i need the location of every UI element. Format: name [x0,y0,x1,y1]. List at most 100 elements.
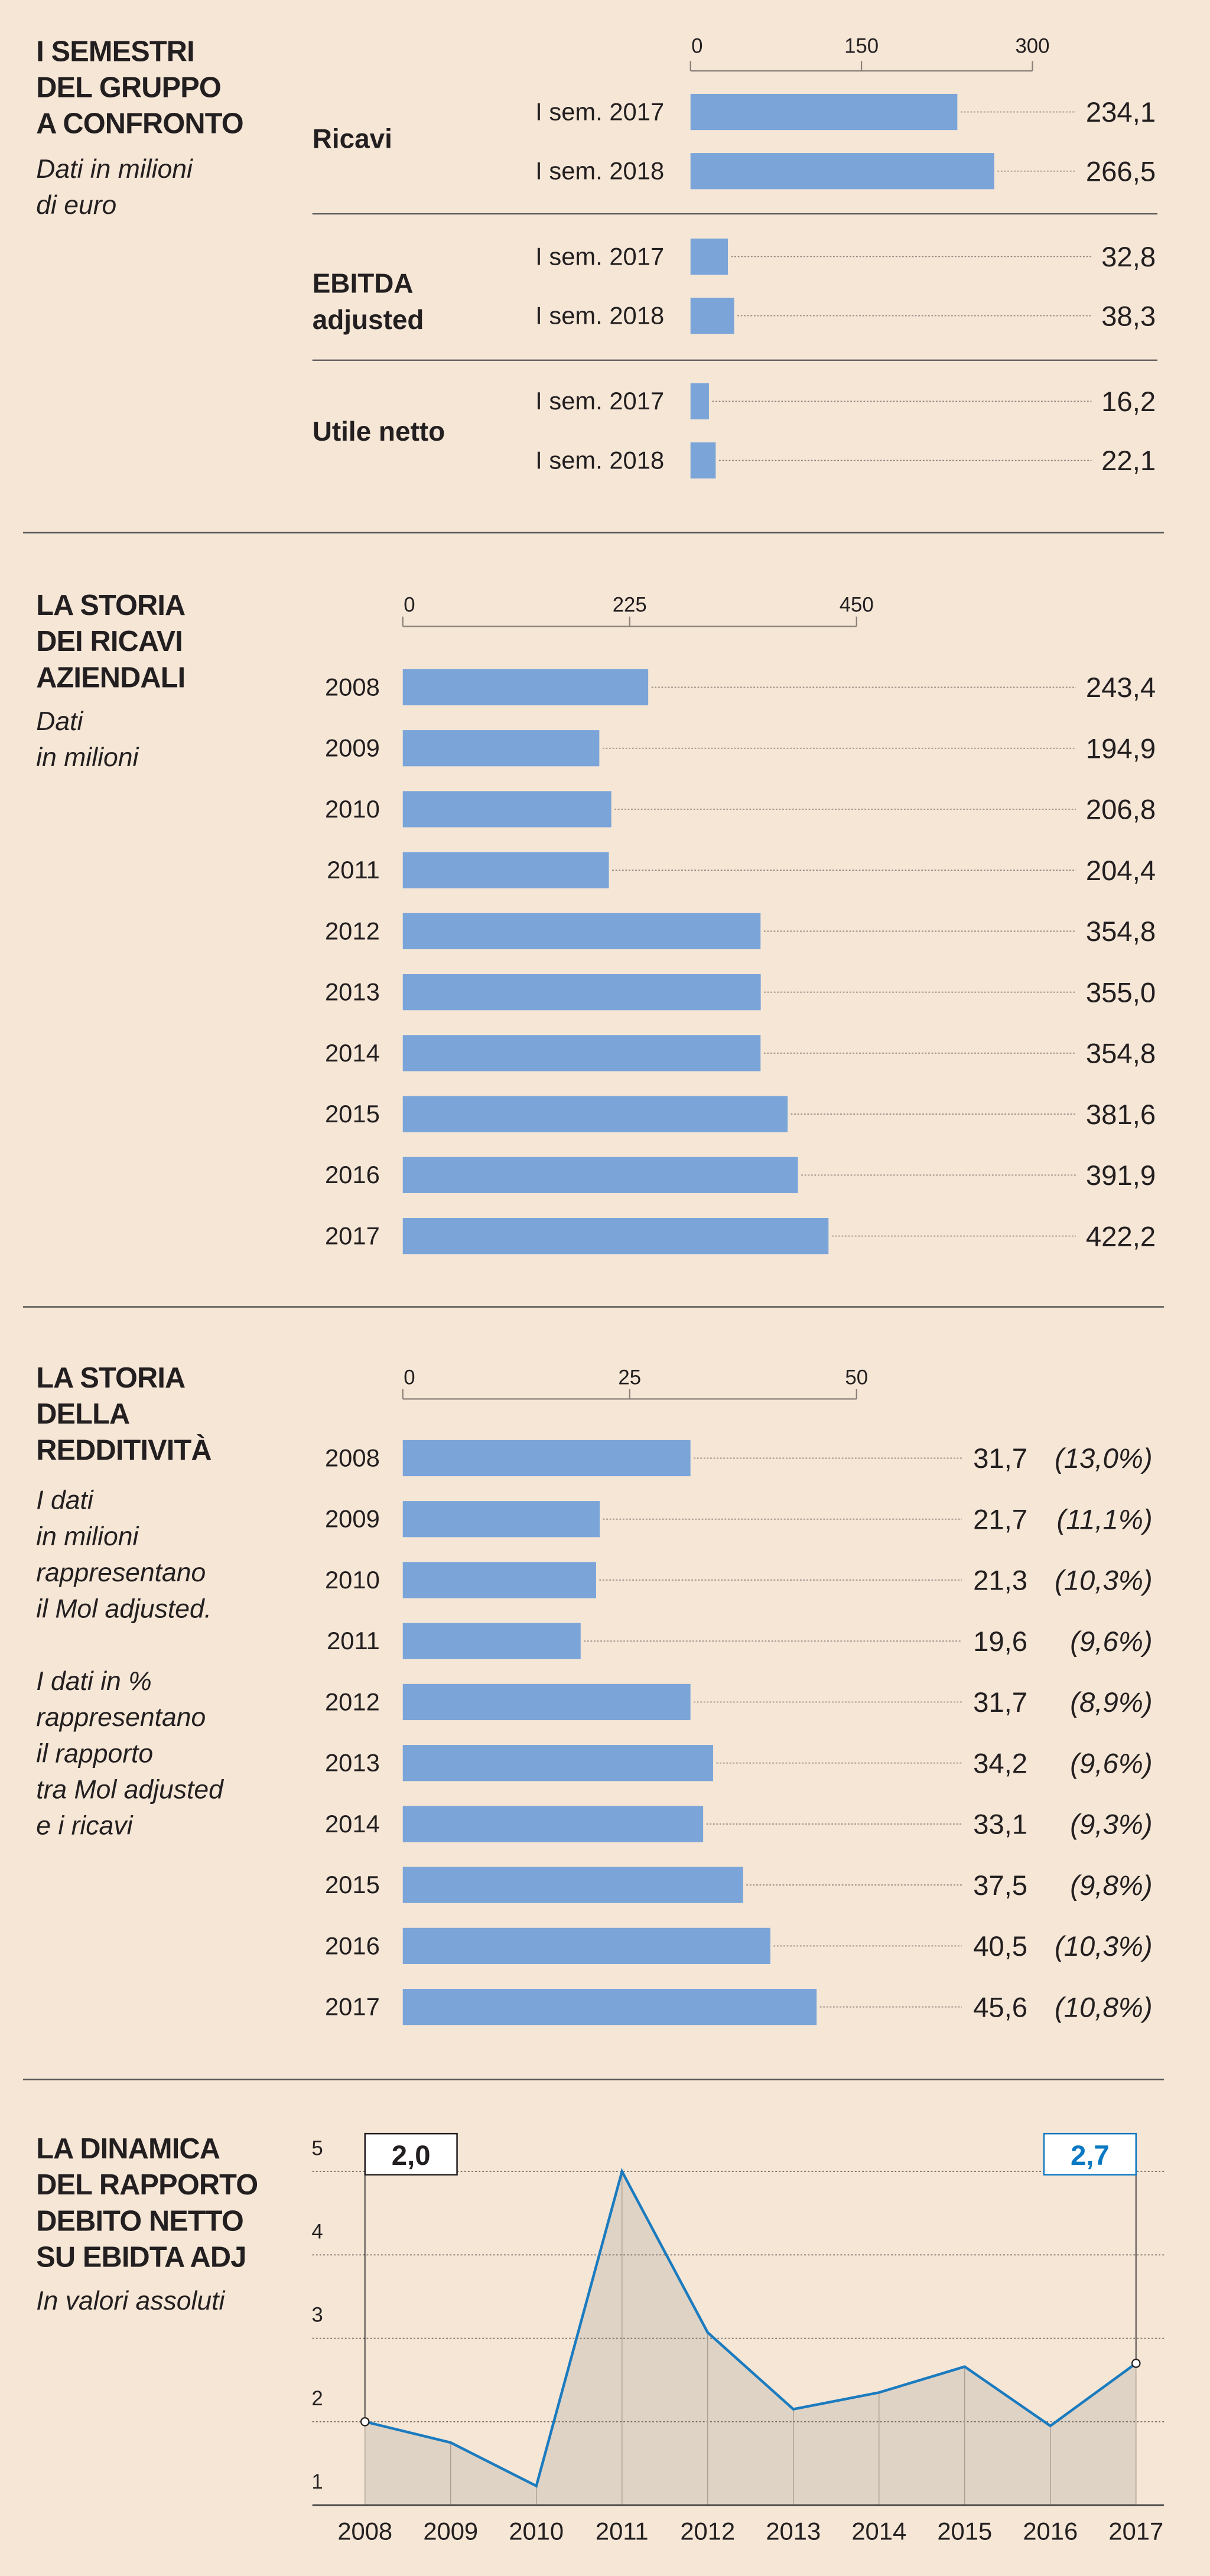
percent-label: (10,8%) [1055,1992,1153,2023]
group-label: EBITDA [313,268,414,299]
row-label: I sem. 2018 [535,446,664,474]
year-label: 2014 [325,1039,380,1067]
chart-subtitle: il rapporto [36,1739,153,1768]
data-point-marker [1131,2359,1141,2368]
year-label: 2017 [325,1222,380,1249]
y-tick-label: 3 [311,2304,323,2327]
x-tick-label: 450 [840,594,874,616]
chart-subtitle: rappresentano [36,1703,206,1732]
x-tick-label: 2008 [337,2517,392,2545]
value-label: 16,2 [1101,386,1156,418]
bar [402,791,611,828]
year-label: 2009 [325,1505,380,1533]
value-label: 422,2 [1086,1221,1156,1252]
annotation-value: 2,7 [1071,2140,1110,2171]
bar [402,1440,691,1477]
percent-label: (8,9%) [1070,1687,1152,1718]
year-label: 2011 [327,856,380,884]
value-label: 355,0 [1086,977,1156,1008]
chart-subtitle: Dati in milioni [36,155,193,184]
chart-title: DEL RAPPORTO [36,2169,258,2201]
year-label: 2010 [325,795,380,823]
row-label: I sem. 2018 [535,302,664,330]
year-label: 2016 [325,1161,380,1188]
year-label: 2013 [325,978,380,1006]
value-label: 204,4 [1086,855,1156,887]
value-label: 354,8 [1086,1038,1156,1070]
bar [402,1806,704,1842]
value-label: 22,1 [1101,445,1156,477]
value-label: 391,9 [1086,1160,1156,1191]
chart-title: DELLA [36,1398,129,1430]
value-label: 45,6 [973,1992,1027,2023]
value-label: 40,5 [973,1931,1027,1962]
x-tick-label: 2015 [937,2517,992,2545]
bar [402,730,600,767]
bar [690,297,734,334]
year-label: 2013 [325,1749,380,1777]
percent-label: (9,6%) [1070,1626,1152,1657]
bar [690,442,716,479]
bar [402,1867,743,1903]
value-label: 32,8 [1101,242,1156,273]
value-label: 31,7 [973,1687,1027,1718]
bar [402,1623,581,1659]
year-label: 2015 [325,1100,380,1128]
x-tick-label: 2012 [680,2517,735,2545]
x-tick-label: 2010 [509,2517,564,2545]
chart-title: AZIENDALI [36,662,185,693]
bar [402,1501,600,1538]
row-label: I sem. 2017 [535,97,664,125]
percent-label: (13,0%) [1055,1443,1153,1474]
bar [402,1035,761,1072]
chart-subtitle: I dati in % [36,1667,151,1696]
row-label: I sem. 2017 [535,387,664,415]
year-label: 2016 [325,1932,380,1959]
value-label: 354,8 [1086,916,1156,947]
value-label: 21,7 [973,1504,1027,1535]
value-label: 234,1 [1086,97,1156,128]
percent-label: (11,1%) [1056,1504,1152,1535]
chart-title: DEL GRUPPO [36,72,221,104]
y-tick-label: 2 [311,2388,323,2410]
x-tick-label: 25 [618,1366,641,1389]
bar [402,1927,770,1964]
value-label: 194,9 [1086,733,1156,764]
bar [402,852,609,888]
value-label: 34,2 [973,1748,1027,1779]
bar [402,1096,788,1132]
x-tick-label: 300 [1015,35,1049,57]
chart-subtitle: rappresentano [36,1558,206,1587]
chart-title: DEI RICAVI [36,626,183,657]
year-label: 2008 [325,1444,380,1471]
row-label: I sem. 2017 [535,242,664,270]
data-point-marker [360,2417,370,2427]
annotation-box [364,2132,458,2176]
x-tick-label: 225 [613,594,647,616]
chart-title: DEBITO NETTO [36,2205,243,2237]
year-label: 2017 [325,1993,380,2021]
chart-subtitle: il Mol adjusted. [36,1594,212,1623]
year-label: 2008 [325,673,380,701]
percent-label: (9,6%) [1070,1748,1152,1779]
bar [402,1562,596,1598]
annotation-box [1043,2132,1137,2176]
x-tick-label: 0 [404,1366,415,1389]
value-label: 33,1 [973,1809,1027,1841]
x-tick-label: 2009 [423,2517,478,2545]
bar [402,1745,714,1782]
bar [402,1217,829,1255]
year-label: 2012 [325,1688,380,1715]
x-tick-label: 2011 [596,2517,649,2545]
chart-title: SU EBIDTA ADJ [36,2242,246,2274]
value-label: 38,3 [1101,301,1156,332]
series-line [365,2168,1137,2488]
percent-label: (10,3%) [1055,1931,1153,1962]
x-tick-label: 150 [844,35,879,57]
bar [402,1683,691,1721]
group-label: adjusted [313,304,424,335]
percent-label: (9,3%) [1070,1809,1152,1841]
year-label: 2011 [327,1627,380,1655]
bar [690,238,728,275]
